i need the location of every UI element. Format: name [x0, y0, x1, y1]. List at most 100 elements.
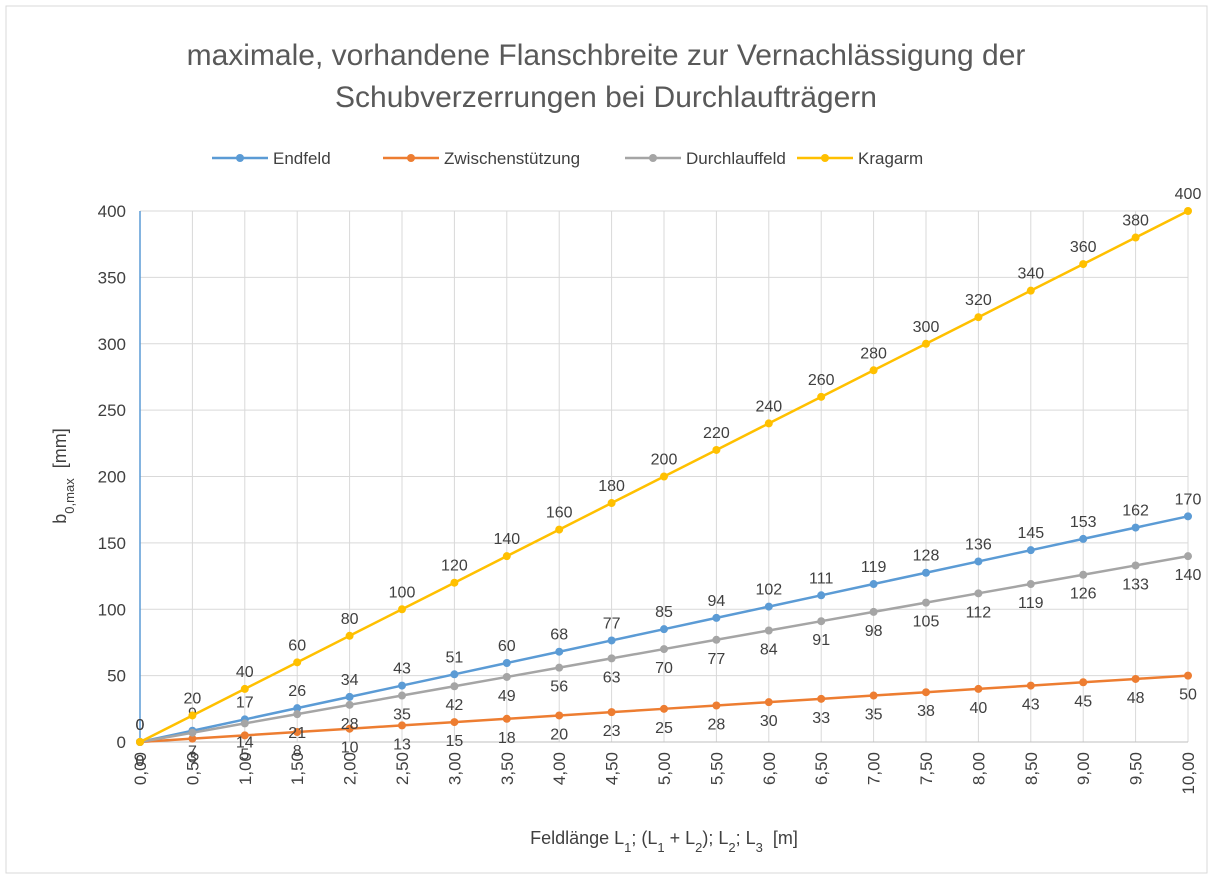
- y-tick-label: 350: [98, 268, 126, 287]
- data-point: [607, 636, 616, 645]
- data-label: 145: [1017, 525, 1044, 542]
- data-label: 51: [446, 649, 464, 666]
- data-label: 35: [865, 707, 883, 724]
- x-axis-label-part: 1: [657, 840, 664, 855]
- data-point: [1026, 681, 1035, 690]
- data-point: [922, 568, 930, 577]
- data-label: 153: [1070, 514, 1097, 531]
- data-point: [398, 681, 406, 690]
- data-label: 180: [598, 478, 625, 495]
- data-point: [450, 718, 459, 727]
- data-label: 63: [603, 669, 621, 686]
- data-point: [188, 728, 197, 737]
- data-label: 136: [965, 536, 992, 553]
- data-label: 0: [136, 717, 145, 734]
- data-label: 17: [236, 694, 254, 711]
- data-point: [660, 704, 668, 713]
- x-tick-label: 6,00: [760, 752, 779, 785]
- x-axis-label-part: ; L: [736, 828, 756, 848]
- data-label: 23: [603, 723, 621, 740]
- x-axis-label-part: ); L: [702, 828, 728, 848]
- data-point: [660, 645, 668, 654]
- data-label: 140: [493, 531, 520, 548]
- data-point: [817, 694, 826, 703]
- data-label: 120: [441, 558, 468, 575]
- data-label: 15: [446, 733, 464, 750]
- data-label: 200: [651, 452, 678, 469]
- data-point: [1184, 671, 1192, 680]
- data-point: [869, 607, 878, 616]
- x-axis-label-part: 3: [756, 840, 763, 855]
- y-axis-label-part: 0,max: [62, 478, 77, 514]
- data-label: 98: [865, 623, 883, 640]
- data-point: [607, 708, 616, 717]
- data-point: [712, 613, 721, 622]
- legend-marker: [236, 154, 244, 162]
- legend-label: Zwischenstützung: [444, 149, 580, 168]
- data-label: 33: [812, 710, 830, 727]
- data-label: 68: [550, 627, 568, 644]
- data-label: 7: [188, 744, 197, 761]
- data-label: 240: [755, 398, 782, 415]
- data-point: [502, 659, 511, 668]
- y-tick-label: 100: [98, 600, 126, 619]
- data-label: 20: [184, 690, 202, 707]
- x-tick-label: 8,00: [969, 752, 988, 785]
- x-tick-label: 2,00: [341, 752, 360, 785]
- data-label: 100: [389, 584, 416, 601]
- data-label: 360: [1070, 239, 1097, 256]
- data-point: [450, 578, 459, 587]
- y-tick-label: 50: [107, 667, 126, 686]
- data-point: [869, 691, 878, 700]
- data-label: 85: [655, 604, 673, 621]
- data-point: [240, 719, 249, 728]
- data-point: [240, 684, 249, 693]
- data-label: 56: [550, 679, 568, 696]
- data-point: [712, 701, 721, 710]
- x-tick-label: 1,00: [236, 752, 255, 785]
- data-point: [922, 598, 930, 607]
- data-label: 60: [288, 637, 306, 654]
- data-label: 280: [860, 345, 887, 362]
- data-label: 28: [708, 716, 726, 733]
- data-label: 133: [1122, 576, 1149, 593]
- x-tick-label: 0,50: [183, 752, 202, 785]
- x-axis-label-part: ; (L: [631, 828, 657, 848]
- data-point: [293, 710, 302, 719]
- data-point: [712, 445, 721, 454]
- x-tick-label: 7,50: [917, 752, 936, 785]
- data-label: 48: [1127, 690, 1145, 707]
- data-label: 77: [708, 651, 726, 668]
- data-point: [869, 580, 878, 589]
- x-tick-label: 1,50: [288, 752, 307, 785]
- data-label: 84: [760, 641, 778, 658]
- data-label: 111: [809, 570, 833, 587]
- data-point: [974, 589, 983, 598]
- data-point: [764, 626, 773, 635]
- x-axis-label-part: Feldlänge L: [530, 828, 624, 848]
- data-label: 119: [861, 559, 887, 576]
- data-point: [555, 647, 564, 656]
- x-tick-label: 6,50: [812, 752, 831, 785]
- data-label: 50: [1179, 687, 1197, 704]
- data-point: [345, 700, 354, 709]
- data-point: [712, 635, 721, 644]
- data-label: 20: [550, 726, 568, 743]
- data-point: [607, 654, 616, 663]
- data-label: 26: [288, 683, 306, 700]
- x-tick-label: 9,00: [1074, 752, 1093, 785]
- data-label: 128: [913, 548, 940, 565]
- data-label: 77: [603, 615, 621, 632]
- data-point: [450, 682, 459, 691]
- data-point: [974, 684, 983, 693]
- legend-label: Durchlauffeld: [686, 149, 786, 168]
- data-label: 43: [1022, 697, 1040, 714]
- x-tick-label: 4,50: [603, 752, 622, 785]
- data-point: [764, 698, 773, 707]
- x-axis-label: Feldlänge L1; (L1 + L2); L2; L3 [m]: [530, 828, 798, 855]
- x-axis-label-part: 1: [624, 840, 631, 855]
- data-point: [607, 499, 616, 508]
- data-point: [817, 617, 826, 626]
- data-point: [293, 704, 302, 713]
- data-label: 49: [498, 688, 516, 705]
